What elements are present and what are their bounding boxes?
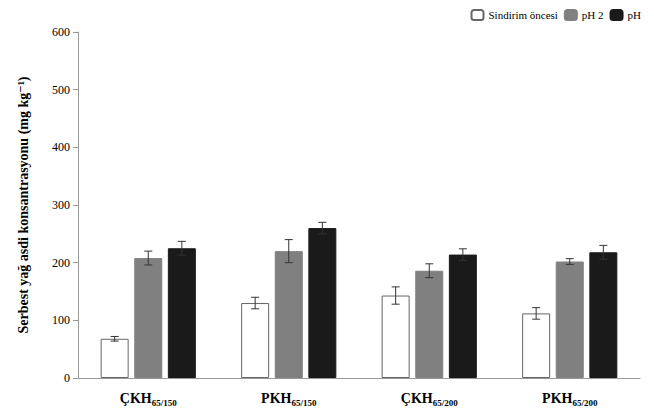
svg-text:pH: pH: [628, 9, 642, 21]
svg-text:65/150: 65/150: [152, 398, 178, 408]
svg-text:500: 500: [52, 83, 70, 97]
svg-text:PKH: PKH: [261, 391, 291, 406]
svg-text:200: 200: [52, 256, 70, 270]
svg-text:0: 0: [64, 371, 70, 385]
svg-text:Sindirim öncesi: Sindirim öncesi: [489, 9, 558, 21]
svg-text:PKH: PKH: [542, 391, 572, 406]
svg-text:300: 300: [52, 198, 70, 212]
svg-text:pH 2: pH 2: [582, 9, 604, 21]
svg-text:600: 600: [52, 25, 70, 39]
svg-text:65/200: 65/200: [433, 398, 459, 408]
svg-text:Serbest yağ asdi konsantrasyon: Serbest yağ asdi konsantrasyonu (mg kg⁻¹…: [16, 76, 32, 333]
svg-text:65/200: 65/200: [572, 398, 598, 408]
svg-text:ÇKH: ÇKH: [401, 391, 433, 406]
svg-text:65/150: 65/150: [291, 398, 317, 408]
svg-text:ÇKH: ÇKH: [120, 391, 152, 406]
svg-text:100: 100: [52, 313, 70, 327]
svg-text:400: 400: [52, 140, 70, 154]
